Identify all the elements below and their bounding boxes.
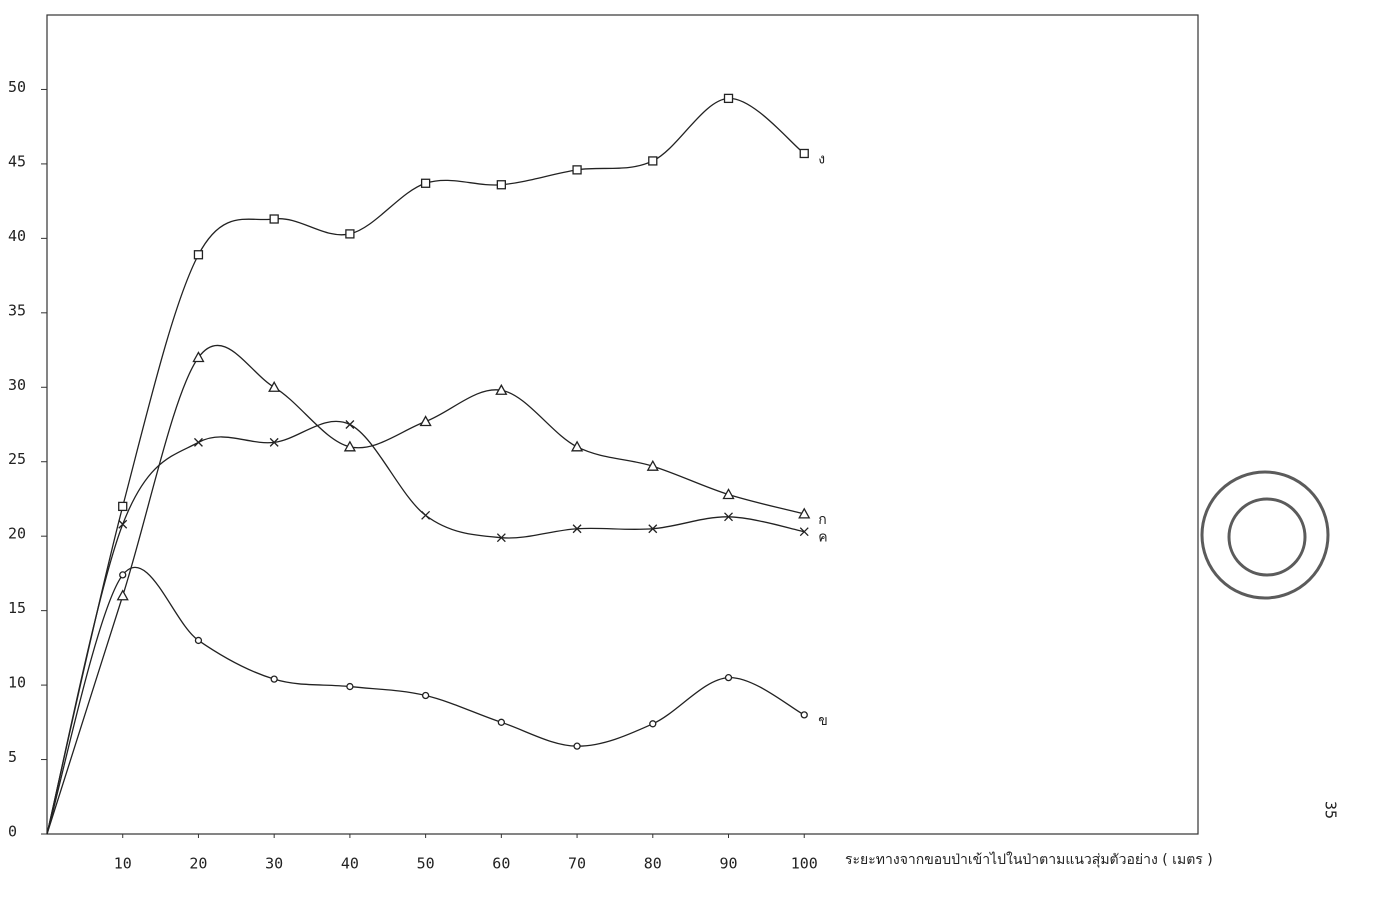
stamp-ring: [1200, 470, 1330, 600]
marker: [723, 93, 734, 104]
marker: [270, 675, 278, 683]
marker: [495, 383, 508, 395]
marker: [646, 459, 659, 471]
marker: [573, 742, 581, 750]
library-stamp: [1200, 470, 1330, 600]
marker: [570, 440, 584, 452]
marker: [421, 691, 430, 700]
page-number: 35: [1322, 801, 1340, 819]
series-line: [46, 97, 805, 835]
y-tick-label: 20: [8, 525, 26, 543]
y-tick-label: 35: [8, 301, 26, 319]
marker: [268, 380, 281, 392]
marker: [269, 437, 279, 447]
marker: [724, 673, 733, 682]
x-tick-label: 70: [568, 855, 586, 873]
marker: [799, 527, 809, 537]
marker: [798, 507, 811, 519]
y-tick-label: 50: [8, 78, 26, 96]
series-line: [46, 420, 805, 835]
y-tick-label: 25: [8, 450, 26, 468]
marker: [419, 415, 432, 427]
marker: [343, 440, 356, 452]
marker: [192, 351, 205, 363]
x-tick-label: 30: [265, 855, 283, 873]
x-tick-label: 90: [719, 855, 737, 873]
marker: [345, 420, 355, 429]
marker: [116, 589, 129, 601]
series-label: ก: [818, 512, 826, 528]
marker: [118, 519, 128, 529]
series-line: [46, 566, 805, 835]
marker: [800, 711, 808, 719]
x-tick-label: 60: [492, 855, 510, 873]
x-tick-label: 80: [644, 855, 662, 873]
marker: [421, 510, 431, 520]
marker: [649, 720, 657, 728]
marker: [194, 636, 203, 645]
marker: [497, 718, 505, 726]
marker: [420, 178, 431, 188]
marker: [572, 165, 582, 175]
series-label: ข: [818, 713, 828, 729]
marker: [345, 229, 355, 239]
marker: [118, 501, 128, 512]
x-tick-label: 20: [189, 855, 207, 873]
y-tick-label: 30: [8, 376, 26, 394]
y-tick-label: 15: [8, 599, 26, 617]
plot-frame: [46, 14, 1199, 835]
marker: [496, 180, 506, 190]
y-tick-label: 5: [8, 748, 17, 766]
marker: [572, 524, 582, 534]
series-label: ง: [818, 151, 825, 167]
y-tick-label: 0: [8, 823, 17, 841]
x-tick-label: 100: [791, 855, 818, 873]
stamp-inner: [1227, 497, 1307, 577]
marker: [648, 156, 658, 166]
x-tick-label: 10: [114, 855, 132, 873]
x-tick-label: 40: [341, 855, 359, 873]
marker: [193, 250, 204, 260]
y-tick-label: 10: [8, 674, 26, 692]
marker: [346, 682, 354, 691]
marker: [648, 524, 658, 534]
marker: [269, 214, 279, 224]
marker: [496, 533, 506, 543]
y-tick-label: 45: [8, 152, 26, 170]
x-tick-label: 50: [417, 855, 435, 873]
marker: [193, 437, 203, 447]
series-label: ค: [818, 530, 827, 546]
marker: [799, 148, 809, 159]
marker: [722, 488, 735, 500]
y-tick-label: 40: [8, 227, 26, 245]
x-axis-label: ระยะทางจากขอบป่าเข้าไปในป่าตามแนวสุ่มตัว…: [845, 851, 1213, 868]
marker: [119, 571, 127, 579]
marker: [724, 512, 733, 522]
